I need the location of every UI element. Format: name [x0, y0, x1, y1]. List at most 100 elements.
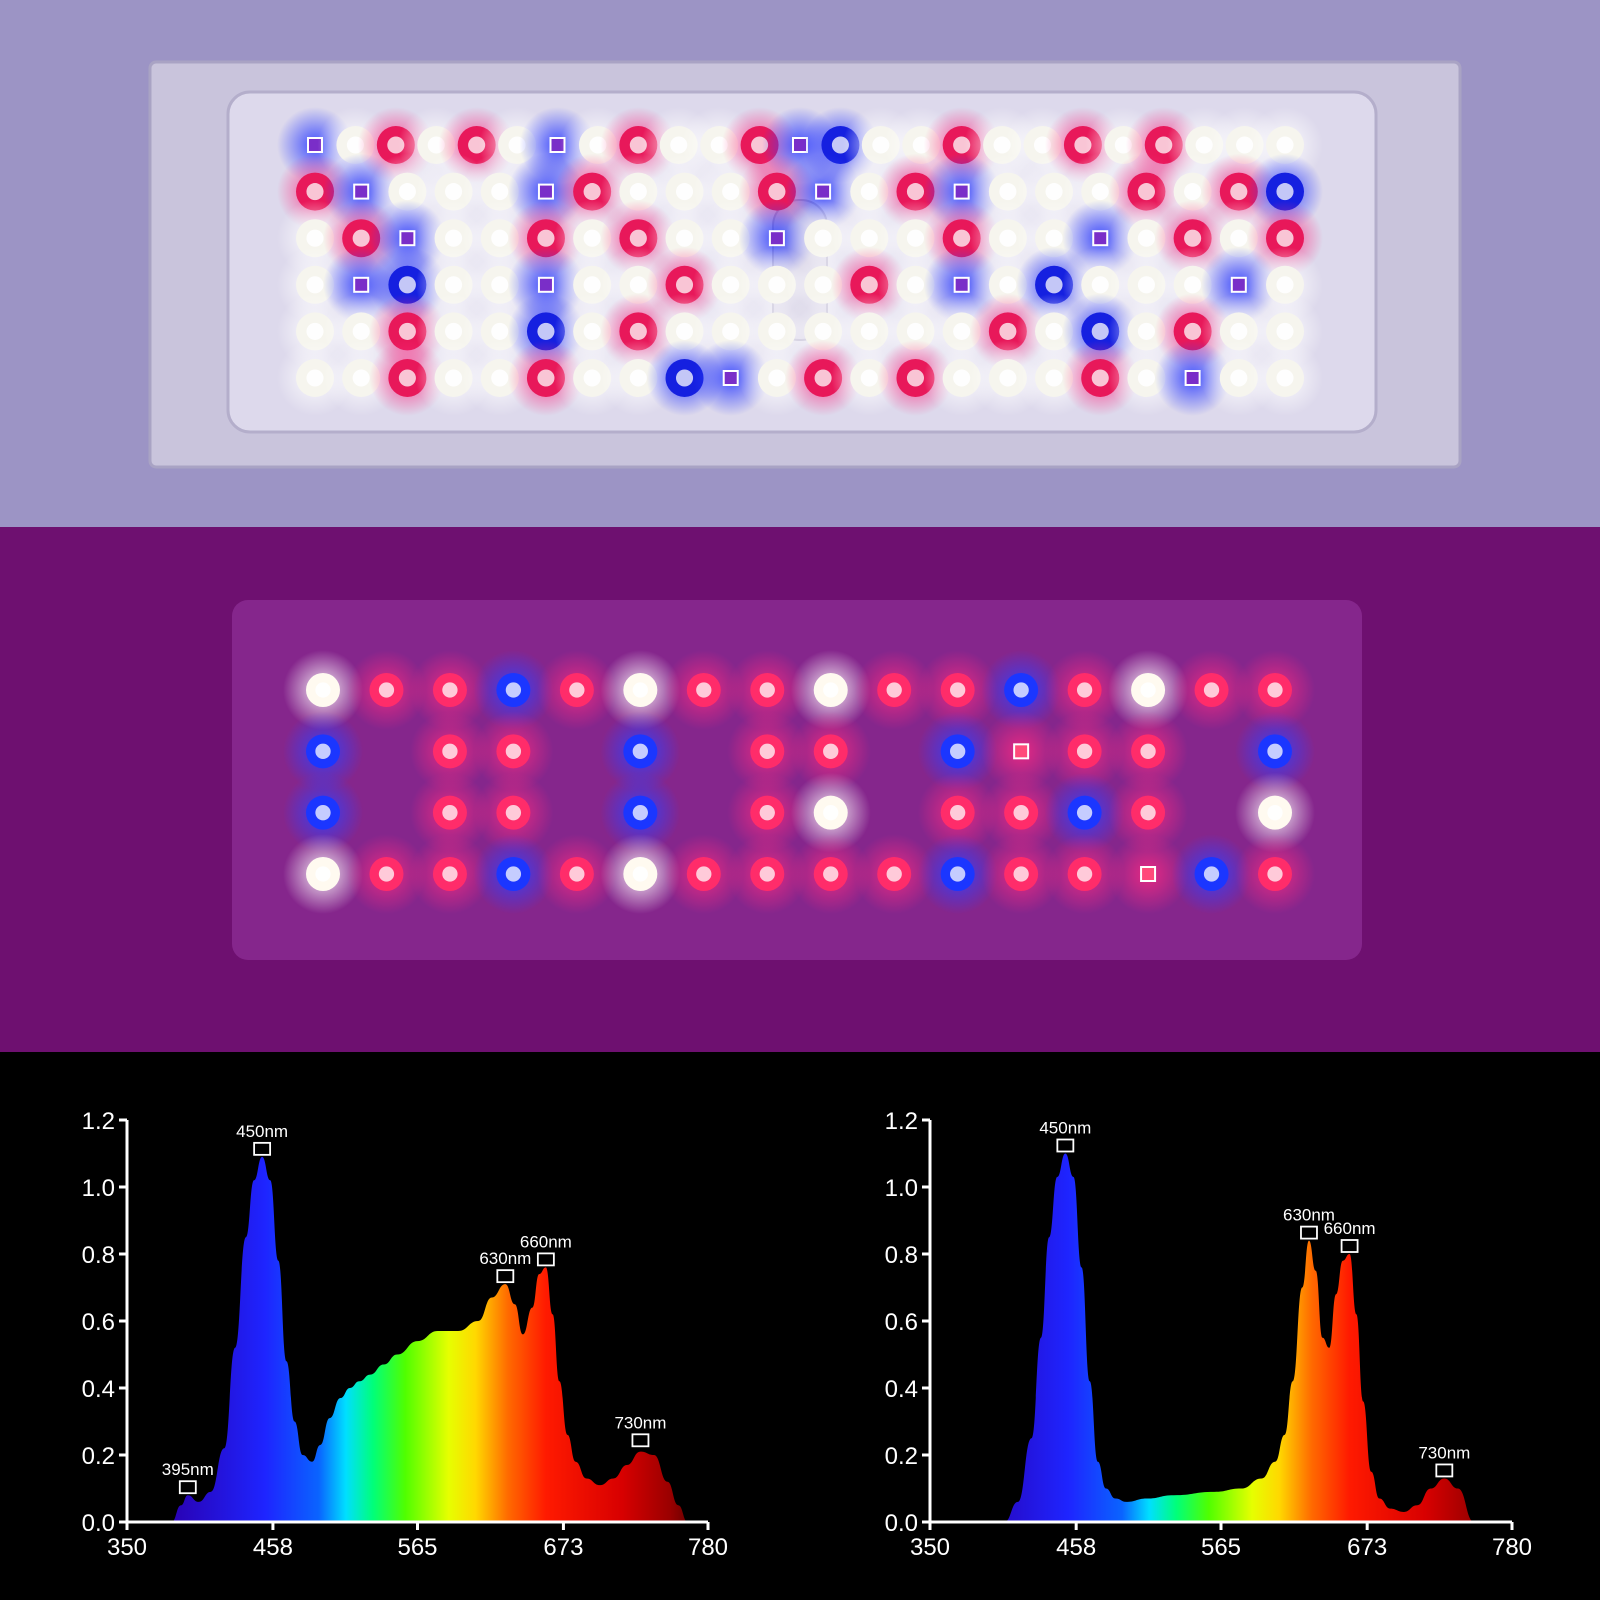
led-core [1140, 682, 1156, 698]
led-core [629, 369, 647, 387]
led-core [1267, 682, 1283, 698]
led-core [491, 276, 509, 294]
led-core [378, 866, 395, 882]
peak-marker [496, 1269, 515, 1284]
led-core [315, 805, 331, 821]
led-chip [1230, 276, 1247, 293]
peak-label: 660nm [520, 1232, 572, 1251]
led-core [1276, 183, 1294, 201]
led-core [860, 183, 878, 201]
led-core [306, 369, 324, 387]
led-core [1091, 369, 1109, 387]
led-core [537, 369, 555, 387]
x-tick-label: 780 [1492, 1534, 1532, 1561]
led-core [583, 322, 601, 340]
led-core [1276, 229, 1294, 247]
led-core [722, 183, 740, 201]
led-core [491, 183, 509, 201]
led-core [583, 369, 601, 387]
led-core [398, 183, 416, 201]
led-core [505, 866, 522, 882]
led-core [398, 369, 416, 387]
led-core [1013, 805, 1029, 821]
led-core [632, 866, 648, 882]
led-core [445, 322, 463, 340]
led-core [352, 229, 370, 247]
led-core [823, 805, 839, 821]
led-core [999, 369, 1017, 387]
y-tick-label: 0.6 [82, 1309, 115, 1336]
x-tick-label: 458 [253, 1534, 293, 1561]
led-core [814, 276, 832, 294]
x-tick-label: 350 [107, 1534, 147, 1561]
led-core [886, 682, 902, 698]
peak-marker [1300, 1225, 1318, 1240]
y-tick-label: 0.2 [885, 1443, 918, 1470]
led-core [569, 866, 585, 882]
led-core [445, 183, 463, 201]
x-tick-label: 673 [543, 1534, 583, 1561]
led-core [823, 866, 839, 882]
led-core [1091, 183, 1109, 201]
full-spectrum-led-panel-photo [0, 0, 1600, 527]
led-core [445, 369, 463, 387]
x-tick-label: 565 [1201, 1534, 1241, 1561]
led-grid [277, 107, 1323, 416]
led-core [315, 866, 331, 882]
led-core [1267, 866, 1283, 882]
led-core [1013, 866, 1029, 882]
led-core [505, 682, 522, 698]
led-core [1076, 682, 1093, 698]
led-core [306, 183, 324, 201]
led-chip [1140, 866, 1157, 882]
led-core [1045, 369, 1063, 387]
peak-marker [1340, 1239, 1359, 1253]
peak-label: 450nm [1039, 1119, 1091, 1138]
led-core [1137, 276, 1155, 294]
spectrum-area [171, 1156, 688, 1522]
led-core [696, 682, 712, 698]
led-core [675, 322, 694, 340]
y-tick-label: 1.2 [82, 1108, 115, 1135]
led-core [860, 276, 878, 294]
led-core [906, 229, 925, 247]
led-core [398, 276, 416, 294]
led-core [445, 229, 463, 247]
led-chip [768, 230, 785, 247]
peak-label: 450nm [236, 1122, 288, 1141]
led-core [569, 682, 585, 698]
led-core [759, 682, 775, 698]
led-grid [283, 650, 1315, 914]
led-core [759, 743, 775, 759]
led-core [445, 276, 463, 294]
led-core [1276, 369, 1294, 387]
led-core [953, 229, 971, 247]
led-chip [1184, 370, 1201, 386]
led-chip [353, 183, 370, 200]
led-core [1045, 322, 1063, 340]
led-core [537, 229, 555, 247]
led-core [491, 322, 509, 340]
led-core [1076, 866, 1093, 882]
led-core [1267, 743, 1283, 759]
led-core [860, 369, 878, 387]
led-core [906, 322, 925, 340]
led-core [1230, 322, 1248, 340]
led-core [442, 805, 458, 821]
y-tick-label: 0.0 [82, 1510, 115, 1537]
peak-label: 630nm [1283, 1206, 1335, 1225]
led-core [696, 866, 712, 882]
led-core [768, 369, 786, 387]
y-tick-label: 1.0 [885, 1175, 918, 1202]
led-core [814, 369, 832, 387]
led-core [999, 229, 1017, 247]
y-tick-label: 0.6 [885, 1309, 918, 1336]
led-core [491, 369, 509, 387]
led-core [537, 322, 555, 340]
led-core [1230, 229, 1248, 247]
led-core [1140, 743, 1156, 759]
led-chip [1013, 743, 1030, 760]
led-core [306, 276, 324, 294]
led-core [398, 322, 416, 340]
